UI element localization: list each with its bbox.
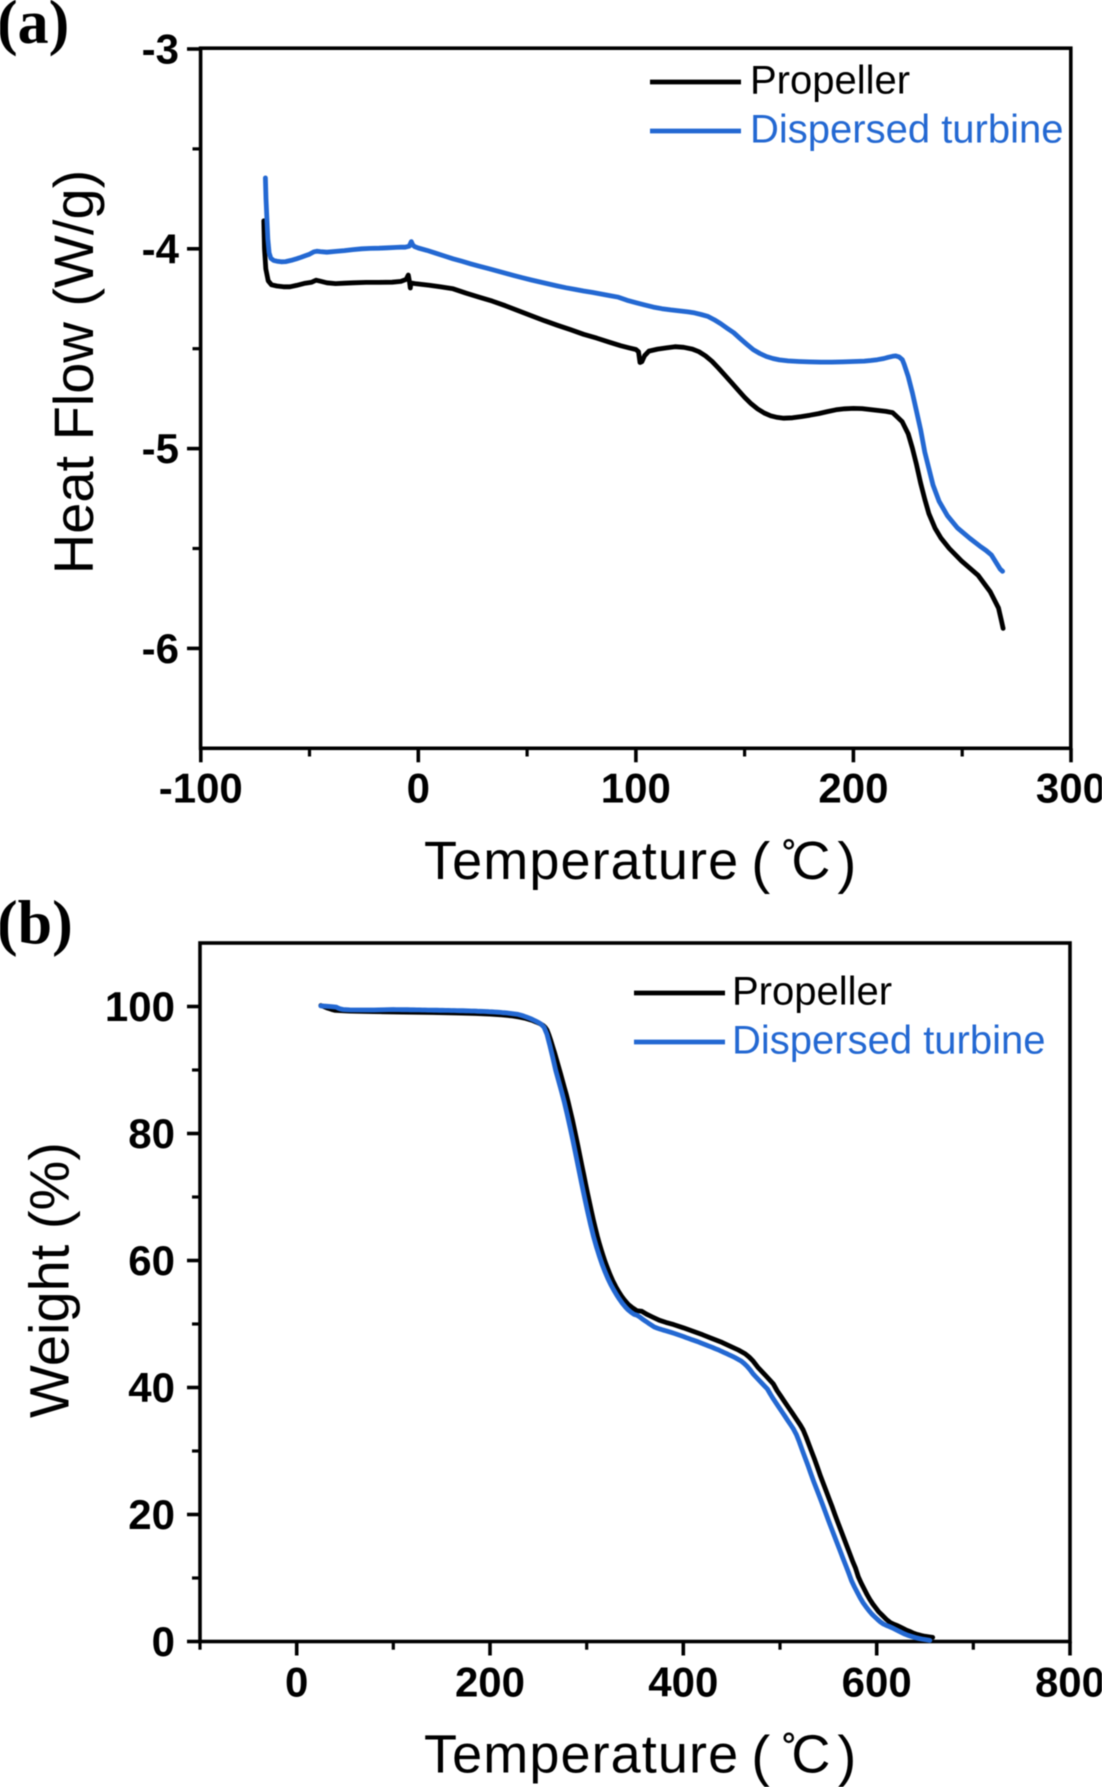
svg-text:-5: -5 <box>142 425 179 472</box>
svg-text:100: 100 <box>105 983 175 1030</box>
svg-text:Dispersed turbine: Dispersed turbine <box>750 108 1064 152</box>
svg-text:200: 200 <box>455 1659 525 1706</box>
svg-text:60: 60 <box>128 1237 175 1284</box>
svg-text:100: 100 <box>601 765 671 812</box>
svg-text:Temperature(C): Temperature(C) <box>424 1725 857 1787</box>
svg-text:40: 40 <box>128 1364 175 1411</box>
svg-text:(b): (b) <box>0 890 73 958</box>
svg-text:-100: -100 <box>159 765 243 812</box>
svg-text:Propeller: Propeller <box>750 59 910 103</box>
svg-text:20: 20 <box>128 1491 175 1538</box>
svg-text:0: 0 <box>152 1618 175 1665</box>
svg-text:Heat Flow (W/g): Heat Flow (W/g) <box>42 170 105 575</box>
svg-text:Weight (%): Weight (%) <box>18 1142 81 1418</box>
svg-text:200: 200 <box>818 765 888 812</box>
svg-text:600: 600 <box>842 1659 912 1706</box>
svg-text:Dispersed turbine: Dispersed turbine <box>732 1019 1046 1063</box>
svg-text:0: 0 <box>285 1659 308 1706</box>
svg-text:800: 800 <box>1035 1659 1102 1706</box>
svg-text:-3: -3 <box>142 26 179 73</box>
svg-text:(a): (a) <box>0 0 69 57</box>
svg-text:400: 400 <box>648 1659 718 1706</box>
svg-text:80: 80 <box>128 1110 175 1157</box>
svg-text:300: 300 <box>1036 765 1102 812</box>
svg-text:-4: -4 <box>142 225 180 272</box>
svg-text:-6: -6 <box>142 625 179 672</box>
svg-text:Propeller: Propeller <box>732 970 892 1014</box>
svg-text:0: 0 <box>407 765 430 812</box>
